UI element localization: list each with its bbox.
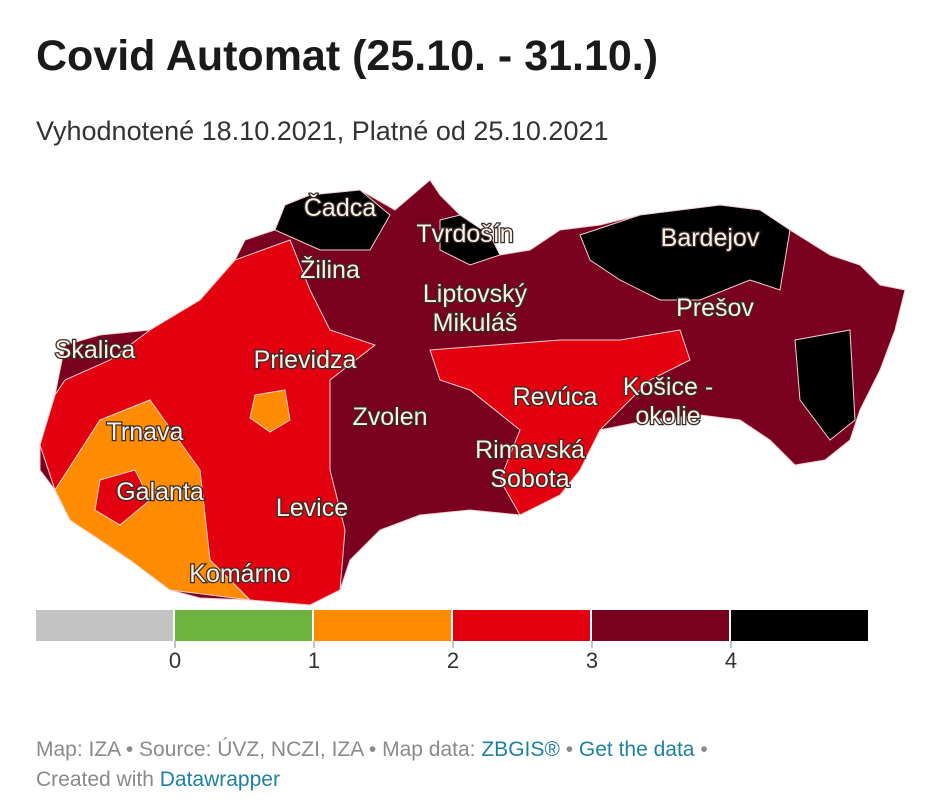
footer-created: Created with Datawrapper — [36, 768, 280, 791]
map-label: Košice - — [623, 373, 713, 401]
link[interactable]: ZBGIS® — [481, 738, 560, 761]
map-label: Trnava — [107, 418, 184, 446]
source: Map: IZA • Source: ÚVZ, NCZI, IZA • Map … — [36, 738, 476, 761]
footer-text: Map: IZA • Source: ÚVZ, NCZI, IZA • Map … — [36, 738, 708, 761]
region — [794, 329, 856, 441]
legend-tick-label: 4 — [725, 648, 737, 673]
map-label: Revúca — [513, 383, 598, 411]
map-label: Čadca — [304, 193, 376, 222]
map-label: Sobota — [490, 465, 569, 493]
subtitle: Vyhodnotené 18.10.2021, Platné od 25.10.… — [36, 116, 609, 146]
legend-swatch — [36, 610, 173, 641]
map-label: Prešov — [676, 294, 754, 322]
map-label: Prievidza — [254, 346, 357, 374]
title: Covid Automat (25.10. - 31.10.) — [36, 32, 658, 80]
map-label: Liptovský — [423, 280, 528, 308]
map-label: okolie — [635, 402, 700, 430]
legend-swatch — [314, 610, 451, 641]
region — [429, 329, 691, 516]
map-label: Zvolen — [352, 403, 427, 431]
separator: • — [566, 738, 573, 761]
map-label: Komárno — [189, 560, 290, 588]
map — [39, 179, 906, 606]
map-label: Žilina — [300, 255, 360, 284]
legend-swatch — [592, 610, 729, 641]
separator: • — [700, 738, 707, 761]
map-label: Rimavská — [475, 436, 585, 464]
region — [579, 204, 791, 301]
legend-tick-label: 1 — [308, 648, 320, 673]
link[interactable]: Get the data — [579, 738, 695, 761]
region — [94, 469, 151, 526]
map-label: Skalica — [55, 336, 136, 364]
link[interactable]: Datawrapper — [160, 768, 280, 791]
region — [54, 399, 252, 601]
legend-swatch — [731, 610, 868, 641]
legend-tick-label: 3 — [586, 648, 598, 673]
map-label: Mikuláš — [433, 309, 518, 337]
region — [274, 189, 391, 251]
region — [249, 389, 291, 433]
map-label: Tvrdošín — [416, 220, 513, 248]
created-with: Created with — [36, 768, 154, 791]
region — [439, 214, 501, 266]
legend-swatch — [175, 610, 312, 641]
map-label: Bardejov — [661, 224, 760, 252]
legend-swatch — [453, 610, 590, 641]
legend-tick-label: 2 — [447, 648, 459, 673]
legend: 0 1 2 3 4 — [36, 610, 868, 673]
legend-tick-label: 0 — [169, 648, 181, 673]
map-label: Levice — [276, 494, 348, 522]
map-label: Galanta — [116, 478, 204, 506]
